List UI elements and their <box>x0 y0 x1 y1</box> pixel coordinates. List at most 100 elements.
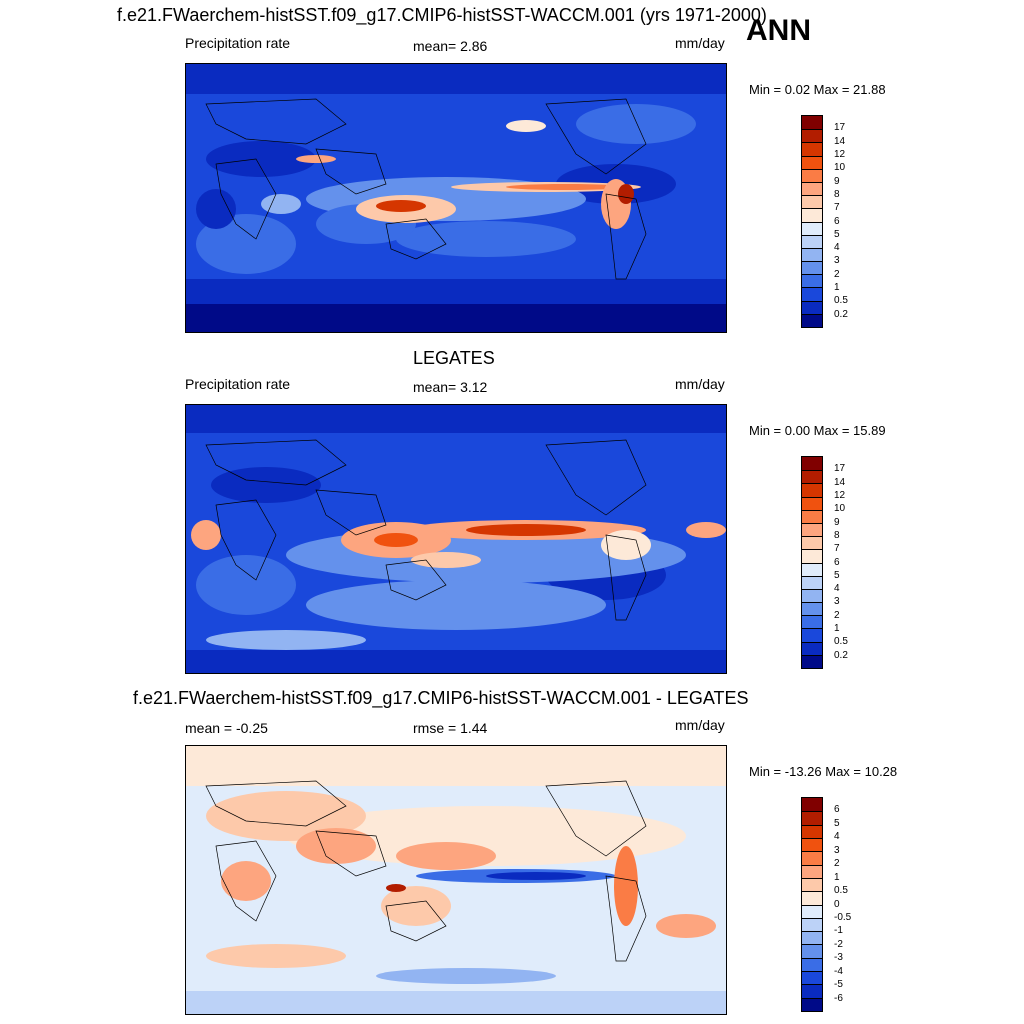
colorbar-swatch <box>802 877 822 892</box>
panel3-difference-map <box>185 745 727 1015</box>
colorbar-tick-label: 0.2 <box>834 649 848 661</box>
colorbar-tick-label: 2 <box>834 858 840 870</box>
colorbar-tick-label: 7 <box>834 543 840 555</box>
colorbar-tick-label: 14 <box>834 476 846 488</box>
colorbar-swatch <box>802 129 822 143</box>
panel1-units-label: mm/day <box>675 35 725 51</box>
colorbar-swatch <box>802 641 822 655</box>
panel1-minmax: Min = 0.02 Max = 21.88 <box>749 82 886 97</box>
colorbar-swatch <box>802 588 822 603</box>
colorbar-tick-label: 0 <box>834 898 840 910</box>
colorbar-tick-label: 17 <box>834 463 846 475</box>
colorbar-swatch <box>802 851 822 865</box>
colorbar-swatch <box>802 837 822 852</box>
colorbar-swatch <box>802 195 822 209</box>
colorbar-swatch <box>802 957 822 972</box>
colorbar-tick-label: 0.5 <box>834 636 848 648</box>
colorbar-swatch <box>802 997 822 1011</box>
colorbar-tick-label: 6 <box>834 804 840 816</box>
colorbar-swatch <box>802 931 822 945</box>
panel2-units-label: mm/day <box>675 376 725 392</box>
colorbar-swatch <box>802 602 822 616</box>
panel2-obs-map <box>185 404 727 674</box>
colorbar-swatch <box>802 549 822 563</box>
colorbar-tick-label: 1 <box>834 871 840 883</box>
colorbar-swatch <box>802 300 822 314</box>
panel3-colorbar <box>801 797 823 1012</box>
colorbar-swatch <box>802 615 822 629</box>
colorbar-tick-label: 3 <box>834 844 840 856</box>
colorbar-swatch <box>802 274 822 288</box>
colorbar-swatch <box>802 208 822 222</box>
colorbar-tick-label: -2 <box>834 938 843 950</box>
colorbar-swatch <box>802 221 822 235</box>
colorbar-tick-label: 9 <box>834 516 840 528</box>
colorbar-tick-label: 6 <box>834 215 840 227</box>
colorbar-swatch <box>802 811 822 825</box>
colorbar-tick-label: 2 <box>834 609 840 621</box>
panel1-colorbar <box>801 115 823 328</box>
colorbar-swatch <box>802 864 822 878</box>
colorbar-tick-label: 3 <box>834 255 840 267</box>
colorbar-tick-label: 8 <box>834 188 840 200</box>
panel3-units-label: mm/day <box>675 717 725 733</box>
colorbar-swatch <box>802 457 822 471</box>
colorbar-tick-label: 8 <box>834 529 840 541</box>
colorbar-tick-label: 7 <box>834 202 840 214</box>
panel2-mean-label: mean= 3.12 <box>413 379 488 395</box>
colorbar-tick-label: 5 <box>834 817 840 829</box>
colorbar-tick-label: 3 <box>834 596 840 608</box>
colorbar-tick-label: 14 <box>834 135 846 147</box>
colorbar-tick-label: 0.2 <box>834 308 848 320</box>
colorbar-tick-label: 4 <box>834 583 840 595</box>
colorbar-swatch <box>802 984 822 998</box>
panel3-minmax: Min = -13.26 Max = 10.28 <box>749 764 898 779</box>
colorbar-tick-label: -5 <box>834 979 843 991</box>
colorbar-tick-label: 10 <box>834 162 846 174</box>
panel2-minmax: Min = 0.00 Max = 15.89 <box>749 423 886 438</box>
colorbar-swatch <box>802 944 822 958</box>
colorbar-swatch <box>802 824 822 838</box>
colorbar-tick-label: 12 <box>834 148 846 160</box>
colorbar-tick-label: 9 <box>834 175 840 187</box>
colorbar-tick-label: -1 <box>834 925 843 937</box>
colorbar-swatch <box>802 917 822 932</box>
colorbar-swatch <box>802 313 822 327</box>
colorbar-tick-label: 4 <box>834 831 840 843</box>
colorbar-tick-label: 6 <box>834 556 840 568</box>
panel2-title: LEGATES <box>413 348 495 368</box>
colorbar-tick-label: -3 <box>834 952 843 964</box>
colorbar-swatch <box>802 562 822 576</box>
colorbar-tick-label: 5 <box>834 228 840 240</box>
colorbar-swatch <box>802 891 822 905</box>
colorbar-swatch <box>802 483 822 497</box>
colorbar-tick-label: 2 <box>834 268 840 280</box>
colorbar-swatch <box>802 509 822 523</box>
colorbar-swatch <box>802 536 822 550</box>
colorbar-swatch <box>802 654 822 668</box>
panel3-title: f.e21.FWaerchem-histSST.f09_g17.CMIP6-hi… <box>133 688 749 708</box>
panel1-mean-label: mean= 2.86 <box>413 38 488 54</box>
colorbar-swatch <box>802 798 822 812</box>
colorbar-swatch <box>802 470 822 484</box>
colorbar-tick-label: 0.5 <box>834 885 848 897</box>
colorbar-tick-label: -0.5 <box>834 911 852 923</box>
panel2-variable-label: Precipitation rate <box>185 376 291 392</box>
colorbar-tick-label: 1 <box>834 623 840 635</box>
panel1-model-map <box>185 63 727 333</box>
colorbar-swatch <box>802 496 822 510</box>
panel3-rmse-label: rmse = 1.44 <box>413 720 488 736</box>
colorbar-tick-label: 1 <box>834 282 840 294</box>
colorbar-tick-label: 5 <box>834 569 840 581</box>
colorbar-swatch <box>802 261 822 275</box>
colorbar-swatch <box>802 181 822 196</box>
colorbar-tick-label: -4 <box>834 965 843 977</box>
colorbar-swatch <box>802 142 822 156</box>
season-label: ANN <box>746 14 811 47</box>
colorbar-swatch <box>802 234 822 248</box>
panel3-mean-label: mean = -0.25 <box>185 720 268 736</box>
panel2-colorbar <box>801 456 823 669</box>
colorbar-tick-label: 17 <box>834 122 846 134</box>
colorbar-swatch <box>802 522 822 537</box>
colorbar-swatch <box>802 155 822 169</box>
